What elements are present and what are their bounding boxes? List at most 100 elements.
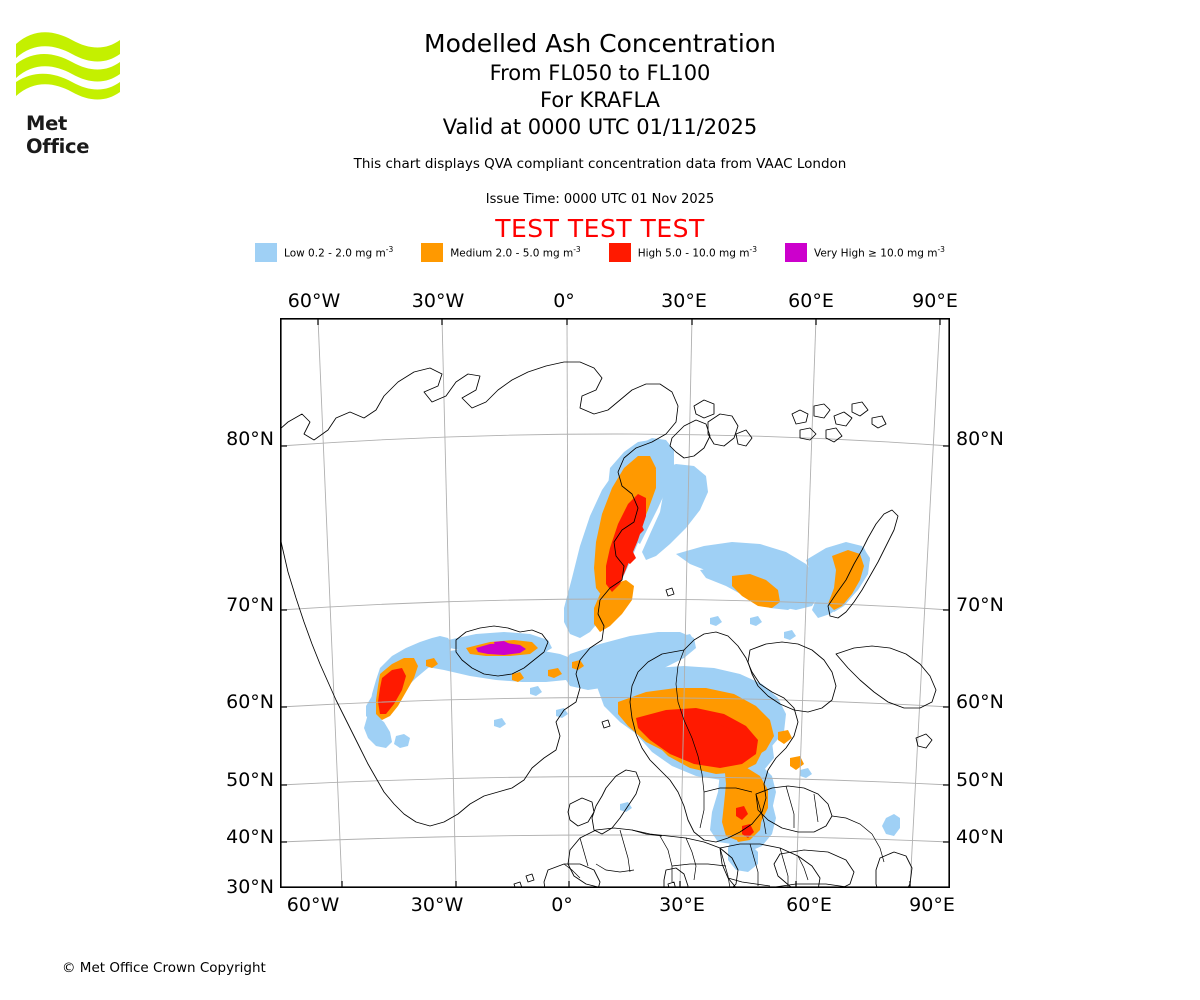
- legend-swatch-low: [255, 243, 278, 262]
- legend-swatch-very-high: [784, 243, 807, 262]
- gridline-lon-90E: [909, 318, 941, 888]
- met-office-waves-icon: [16, 32, 120, 100]
- coast-great-britain: [591, 769, 641, 835]
- legend-label-medium: Medium 2.0 - 5.0 mg m-3: [450, 245, 581, 260]
- coast-svalbard-edgeoya: [735, 429, 753, 447]
- concentration-legend: Low 0.2 - 2.0 mg m-3 Medium 2.0 - 5.0 mg…: [0, 243, 1200, 262]
- map-gridlines: [280, 318, 950, 888]
- lon-top-0: 60°W: [287, 290, 341, 312]
- map-svg[interactable]: [280, 318, 950, 888]
- legend-swatch-medium: [421, 243, 444, 262]
- coast-bear-island: [665, 587, 675, 597]
- coast-baltic: [755, 785, 833, 833]
- legend-label-high: High 5.0 - 10.0 mg m-3: [637, 245, 757, 260]
- coast-black-sea: [773, 849, 855, 888]
- coast-fjl-1: [791, 409, 809, 425]
- map-panel[interactable]: [280, 318, 950, 888]
- legend-swatch-high: [608, 243, 631, 262]
- lon-bottom-5: 90°E: [909, 894, 955, 916]
- coast-azores-2: [513, 881, 523, 888]
- gridline-lat-60b: [280, 834, 950, 843]
- gridline-lon-60W: [317, 318, 343, 888]
- page-title: Modelled Ash Concentration: [424, 29, 776, 58]
- coast-fjl-7: [871, 415, 887, 429]
- coast-kola-whitesea: [747, 641, 837, 713]
- lat-left-5: 30°N: [226, 876, 274, 898]
- coast-fjl-2: [813, 403, 831, 419]
- coast-europe-west: [567, 827, 739, 888]
- coast-svalbard-north: [693, 399, 715, 419]
- coast-svalbard-east: [707, 413, 739, 447]
- coast-russia-arctic: [835, 645, 937, 709]
- map-frame: [280, 318, 950, 888]
- title-flight-levels: From FL050 to FL100: [489, 61, 711, 85]
- gridline-lat-80: [280, 433, 950, 447]
- coastlines: [280, 361, 937, 888]
- lat-right-4: 40°N: [956, 826, 1004, 848]
- coast-anatolia: [767, 883, 856, 888]
- legend-label-low: Low 0.2 - 2.0 mg m-3: [284, 245, 394, 260]
- gridline-lon-0: [566, 318, 570, 888]
- coast-europe-east: [719, 843, 821, 888]
- coast-sardinia: [667, 881, 676, 888]
- coast-novaya-zemlya: [827, 509, 899, 619]
- lon-bottom-1: 30°W: [410, 894, 464, 916]
- coast-svalbard-west: [669, 419, 711, 459]
- gridline-lon-30W: [441, 318, 457, 888]
- logo-text: Met Office: [26, 112, 90, 158]
- lat-right-2: 60°N: [956, 691, 1004, 713]
- lon-bottom-3: 30°E: [659, 894, 705, 916]
- coast-fjl-6: [851, 401, 869, 417]
- chart-title-block: Modelled Ash Concentration From FL050 to…: [0, 28, 1200, 141]
- met-office-logo: Met Office: [14, 24, 124, 158]
- gridline-lat-70: [280, 598, 950, 611]
- lat-left-2: 60°N: [226, 691, 274, 713]
- lat-left-4: 40°N: [226, 826, 274, 848]
- lon-top-5: 90°E: [912, 290, 958, 312]
- gridline-lat-50: [280, 776, 950, 786]
- gridline-lat-60: [280, 697, 950, 708]
- lat-right-3: 50°N: [956, 769, 1004, 791]
- lat-right-0: 80°N: [956, 428, 1004, 450]
- lon-bottom-4: 60°E: [786, 894, 832, 916]
- legend-item-medium: Medium 2.0 - 5.0 mg m-3: [421, 243, 581, 262]
- lon-top-2: 0°: [553, 290, 575, 312]
- lat-right-1: 70°N: [956, 594, 1004, 616]
- plume-high: [378, 494, 758, 838]
- plume-very-high: [476, 641, 526, 655]
- coast-caspian: [875, 851, 913, 888]
- lat-left-3: 50°N: [226, 769, 274, 791]
- country-borders: [563, 649, 885, 888]
- coast-ireland: [567, 797, 595, 827]
- copyright-notice: © Met Office Crown Copyright: [62, 960, 266, 976]
- qva-note: This chart displays QVA compliant concen…: [353, 156, 847, 172]
- title-volcano: For KRAFLA: [540, 88, 660, 112]
- legend-item-low: Low 0.2 - 2.0 mg m-3: [255, 243, 393, 262]
- coast-greenland: [280, 361, 679, 827]
- issue-time: Issue Time: 0000 UTC 01 Nov 2025: [485, 192, 715, 207]
- lon-top-3: 30°E: [661, 290, 707, 312]
- legend-label-very-high: Very High ≥ 10.0 mg m-3: [813, 245, 945, 260]
- coast-faroes: [601, 719, 611, 729]
- title-valid-time: Valid at 0000 UTC 01/11/2025: [442, 115, 758, 139]
- lon-top-1: 30°W: [411, 290, 465, 312]
- map-ticks: [280, 318, 950, 888]
- coast-fjl-5: [825, 427, 843, 443]
- lat-left-0: 80°N: [226, 428, 274, 450]
- legend-item-high: High 5.0 - 10.0 mg m-3: [608, 243, 757, 262]
- lat-left-1: 70°N: [226, 594, 274, 616]
- coast-fjl-3: [833, 411, 853, 427]
- coast-azores-1: [525, 873, 535, 883]
- gridline-lon-60E: [795, 318, 817, 888]
- test-banner: TEST TEST TEST: [495, 214, 705, 243]
- coast-island-east: [915, 733, 933, 749]
- lon-top-4: 60°E: [788, 290, 834, 312]
- lon-bottom-2: 0°: [551, 894, 573, 916]
- coast-iceland: [455, 625, 549, 677]
- legend-item-very-high: Very High ≥ 10.0 mg m-3: [784, 243, 945, 262]
- coast-iberia: [543, 863, 601, 888]
- gridline-lon-30E: [679, 318, 693, 888]
- lon-bottom-0: 60°W: [286, 894, 340, 916]
- coast-fjl-4: [799, 427, 817, 441]
